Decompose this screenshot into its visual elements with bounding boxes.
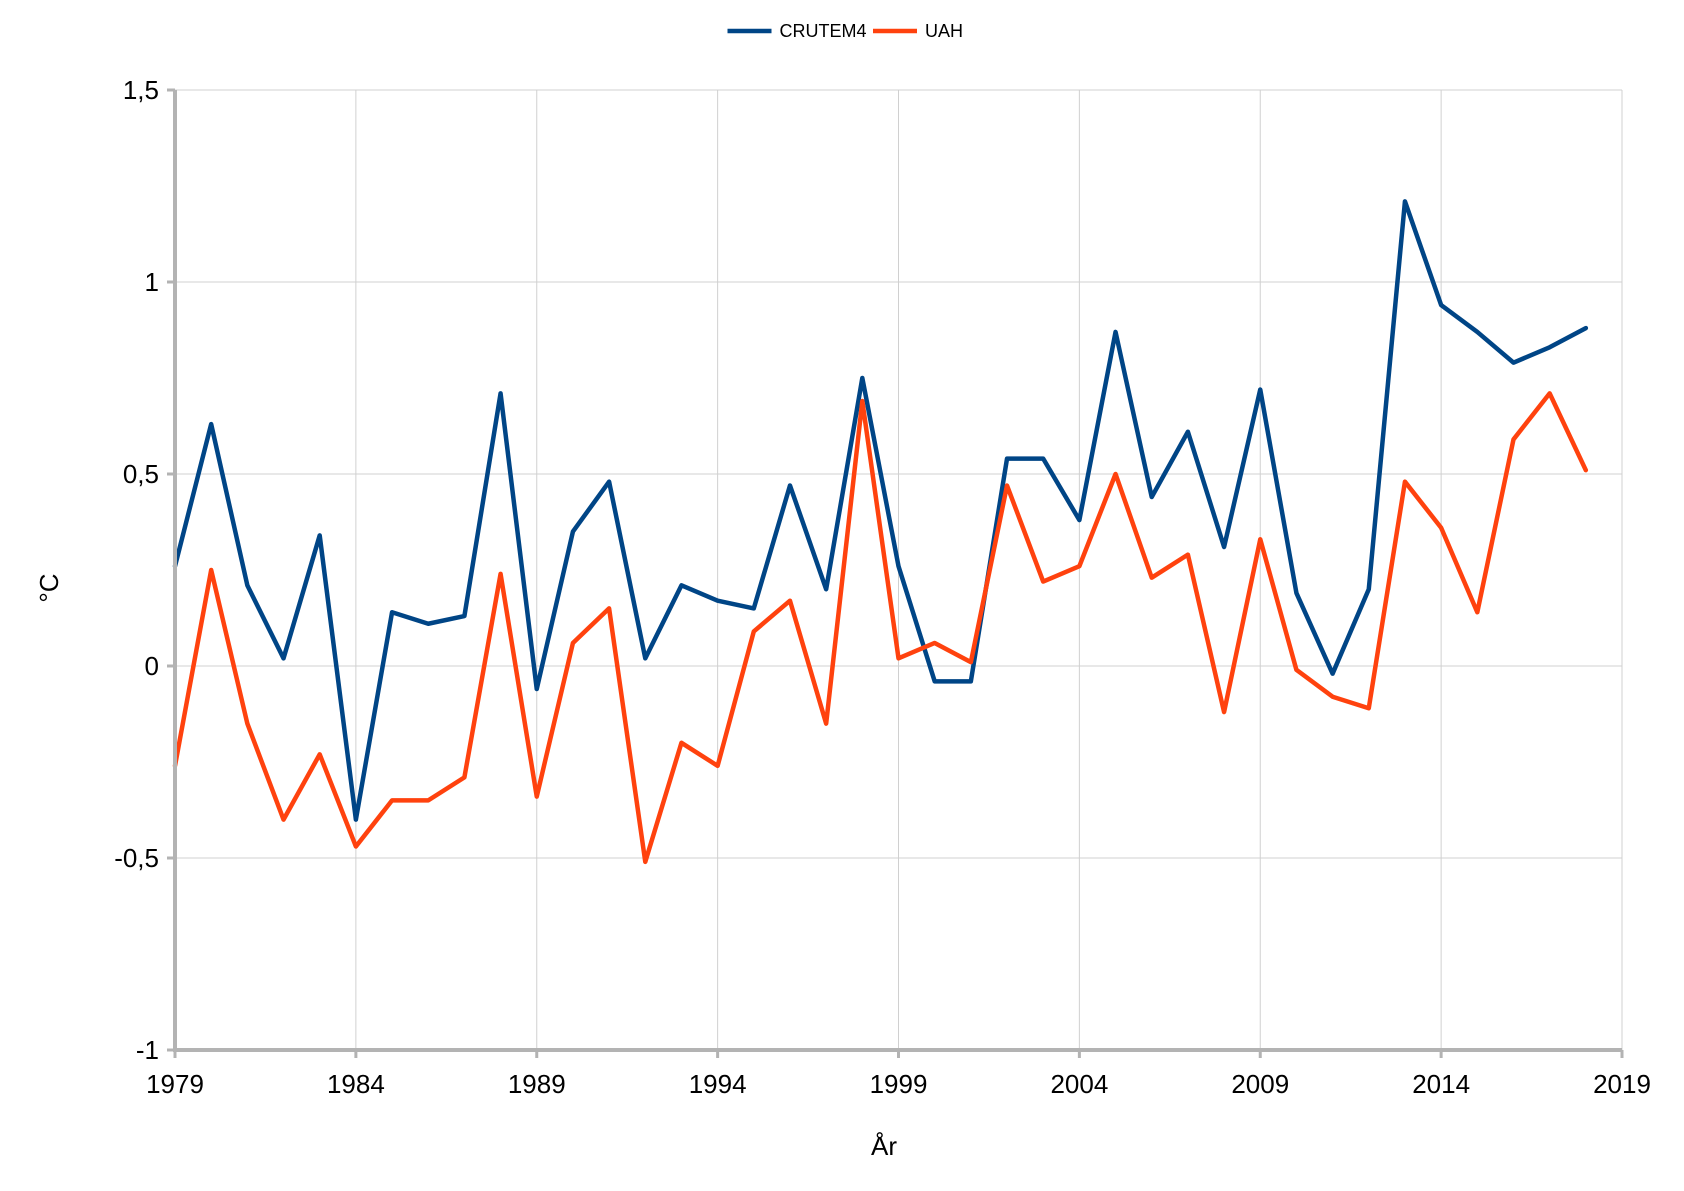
y-tick-label: 0,5 — [123, 459, 159, 489]
legend: CRUTEM4 UAH — [727, 21, 963, 41]
x-tick-label: 1984 — [327, 1069, 385, 1099]
y-tick-label: -1 — [136, 1035, 159, 1065]
legend-label: UAH — [925, 21, 963, 41]
tick-labels: -1 -0,5 0 0,5 1 1,5 1979 1984 1989 1994 1999 2004 20… — [114, 75, 1651, 1099]
x-tick-label: 2004 — [1050, 1069, 1108, 1099]
legend-item-uah: UAH — [873, 21, 963, 41]
y-tick-label: 1 — [145, 267, 159, 297]
x-tick-label: 2019 — [1593, 1069, 1651, 1099]
x-tick-label: 1994 — [689, 1069, 747, 1099]
x-tick-label: 1989 — [508, 1069, 566, 1099]
x-axis-title: År — [871, 1131, 897, 1161]
series-line-uah — [172, 391, 1589, 865]
series-lines — [172, 199, 1589, 865]
legend-label: CRUTEM4 — [780, 21, 867, 41]
legend-item-crutem4: CRUTEM4 — [727, 21, 867, 41]
x-tick-label: 1999 — [870, 1069, 928, 1099]
y-axis-title: °C — [34, 573, 64, 602]
x-tick-label: 1979 — [146, 1069, 204, 1099]
y-tick-label: 1,5 — [123, 75, 159, 105]
x-tick-label: 2009 — [1231, 1069, 1289, 1099]
axes — [167, 88, 1624, 1058]
x-tick-label: 2014 — [1412, 1069, 1470, 1099]
y-tick-label: 0 — [145, 651, 159, 681]
series-line-crutem4 — [172, 199, 1589, 822]
y-tick-label: -0,5 — [114, 843, 159, 873]
